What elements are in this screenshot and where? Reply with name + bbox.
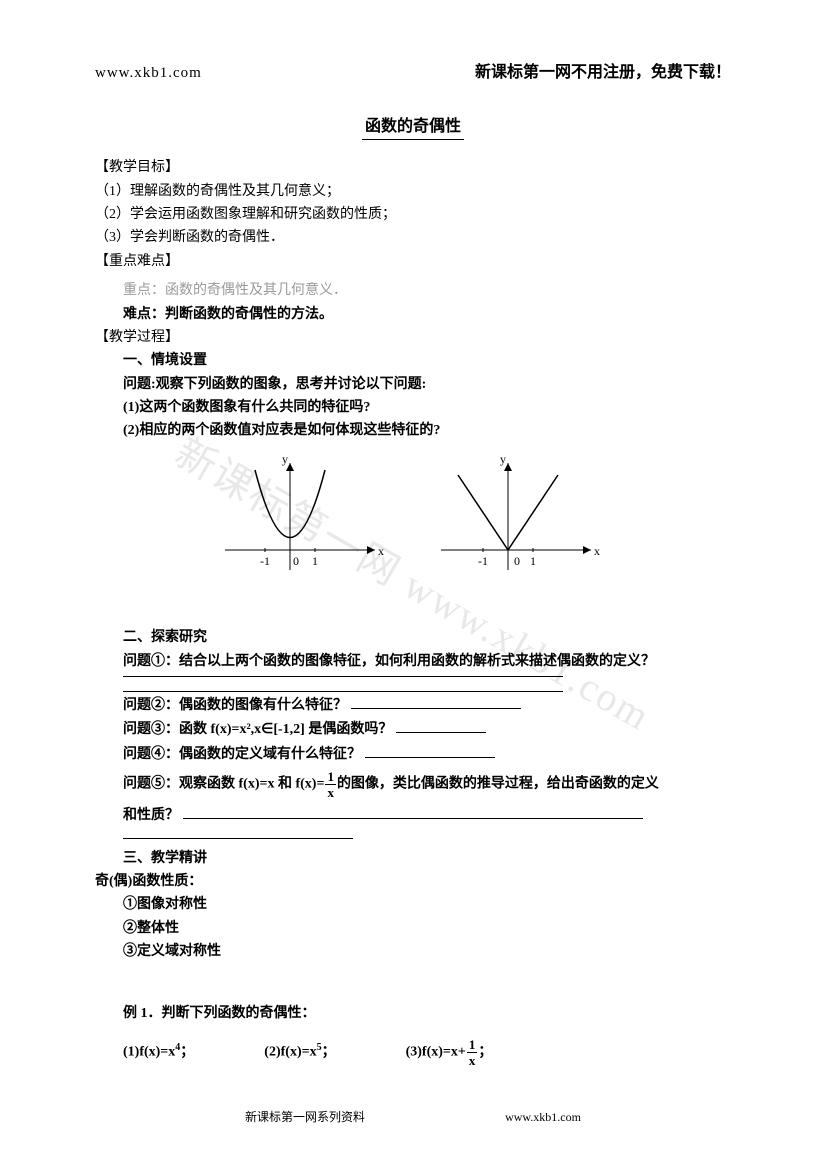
prop-header: 奇(偶)函数性质：	[95, 871, 731, 893]
fill-q2	[351, 708, 521, 709]
hard-point: 难点：判断函数的奇偶性的方法。	[95, 304, 731, 326]
explore-q5c: 和性质？	[95, 805, 731, 827]
explore-q3: 问题③：函数 f(x)=x²,x∈[-1,2] 是偶函数吗？	[95, 719, 731, 741]
one-label: 1	[312, 554, 318, 568]
frac-den: x	[325, 786, 336, 799]
s1-title: 一、情境设置	[95, 350, 731, 372]
footer-right: www.xkb1.com	[505, 1108, 581, 1127]
graph-abs: y x -1 0 1	[436, 455, 606, 593]
fill-q5b	[123, 838, 353, 839]
s1-q2: (2)相应的两个函数值对应表是如何体现这些特征的?	[95, 420, 731, 442]
example-title: 例 1．判断下列函数的奇偶性：	[95, 1003, 731, 1025]
neg1-label-2: -1	[478, 554, 488, 568]
fill-line-1a	[123, 676, 563, 677]
q5-text-a: 问题⑤：观察函数 f(x)=x 和 f(x)=	[123, 777, 324, 792]
q5-text-c: 和性质？	[123, 808, 179, 823]
explore-q1: 问题①：结合以上两个函数的图像特征，如何利用函数的解析式来描述偶函数的定义？	[95, 651, 731, 673]
header-url: www.xkb1.com	[95, 61, 202, 85]
header-tagline: 新课标第一网不用注册，免费下载！	[475, 60, 731, 86]
goal-2: （2）学会运用函数图象理解和研究函数的性质；	[95, 204, 731, 226]
fill-line-1b	[123, 691, 563, 692]
explore-q4: 问题④：偶函数的定义域有什么特征？	[95, 744, 731, 766]
key-point: 重点：函数的奇偶性及其几何意义．	[95, 280, 731, 302]
lecture-title: 三、教学精讲	[95, 848, 731, 870]
frac-num: 1	[325, 770, 336, 783]
goal-1: （1）理解函数的奇偶性及其几何意义；	[95, 181, 731, 203]
goal-3: （3）学会判断函数的奇偶性．	[95, 227, 731, 249]
zero-label-2: 0	[514, 554, 520, 568]
fill-q3	[396, 732, 486, 733]
one-label-2: 1	[530, 554, 536, 568]
prop-1: ①图像对称性	[95, 894, 731, 916]
q2-text: 问题②：偶函数的图像有什么特征？	[123, 698, 347, 713]
x-label: x	[378, 544, 384, 558]
explore-title: 二、探索研究	[95, 627, 731, 649]
example-2: (2)f(x)=x5；	[264, 1040, 335, 1064]
fraction-ex3: 1x	[467, 1038, 478, 1067]
fraction-1-over-x: 1x	[325, 770, 336, 799]
fill-q5a	[183, 818, 643, 819]
page-content: www.xkb1.com 新课标第一网不用注册，免费下载！ 函数的奇偶性 【教学…	[95, 60, 731, 1067]
s1-question: 问题:观察下列函数的图象，思考并讨论以下问题:	[95, 374, 731, 396]
y-label: y	[282, 455, 288, 466]
y-label-2: y	[500, 455, 506, 466]
graphs-row: y x -1 0 1 y x -1 0 1	[95, 455, 731, 593]
example-3: (3)f(x)=x+1x；	[406, 1038, 493, 1067]
graph-parabola: y x -1 0 1	[220, 455, 390, 593]
process-header: 【教学过程】	[95, 327, 731, 349]
zero-label: 0	[293, 554, 299, 568]
prop-3: ③定义域对称性	[95, 941, 731, 963]
q5-text-b: 的图像，类比偶函数的推导过程，给出奇函数的定义	[337, 777, 659, 792]
x-label-2: x	[594, 544, 600, 558]
example-row: (1)f(x)=x4； (2)f(x)=x5； (3)f(x)=x+1x；	[95, 1038, 731, 1067]
footer: 新课标第一网系列资料 www.xkb1.com	[0, 1108, 826, 1127]
s1-q1: (1)这两个函数图象有什么共同的特征吗?	[95, 397, 731, 419]
page-title: 函数的奇偶性	[95, 114, 731, 140]
prop-2: ②整体性	[95, 918, 731, 940]
difficulty-header: 【重点难点】	[95, 251, 731, 273]
explore-q2: 问题②：偶函数的图像有什么特征？	[95, 695, 731, 717]
neg1-label: -1	[260, 554, 270, 568]
explore-q5: 问题⑤：观察函数 f(x)=x 和 f(x)=1x的图像，类比偶函数的推导过程，…	[95, 770, 731, 799]
q3-text: 问题③：函数 f(x)=x²,x∈[-1,2] 是偶函数吗？	[123, 722, 392, 737]
q4-text: 问题④：偶函数的定义域有什么特征？	[123, 747, 361, 762]
goals-header: 【教学目标】	[95, 157, 731, 179]
header-row: www.xkb1.com 新课标第一网不用注册，免费下载！	[95, 60, 731, 86]
fill-q4	[365, 757, 495, 758]
title-text: 函数的奇偶性	[364, 114, 462, 140]
footer-left: 新课标第一网系列资料	[245, 1108, 365, 1127]
example-1: (1)f(x)=x4；	[123, 1040, 194, 1064]
